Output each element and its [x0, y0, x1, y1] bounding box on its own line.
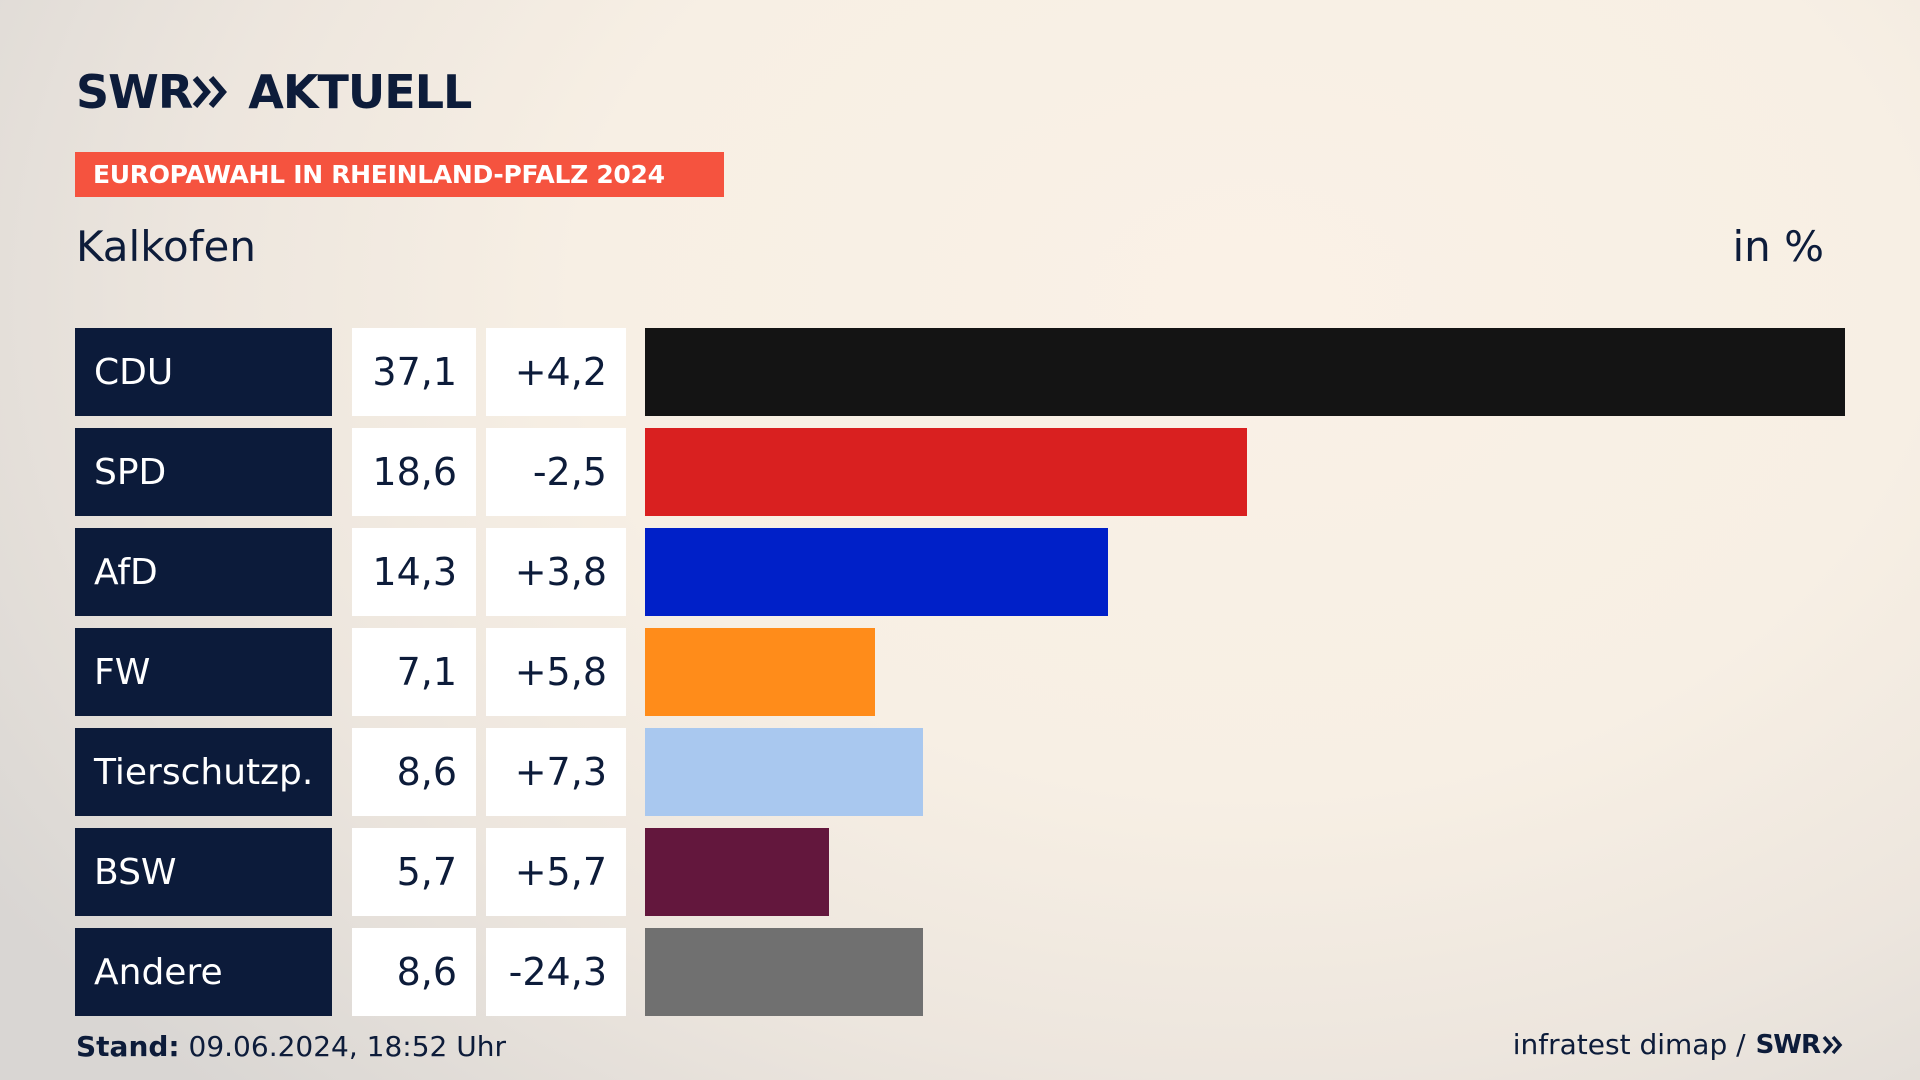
source-credit: infratest dimap / SWR: [1513, 1028, 1844, 1061]
vote-change: +3,8: [486, 528, 626, 616]
footer-chevrons-icon: [1822, 1035, 1844, 1055]
swr-aktuell-logo: SWR AKTUELL: [76, 65, 472, 119]
source-text: infratest dimap /: [1512, 1028, 1746, 1061]
party-label: FW: [75, 628, 332, 716]
logo-swr-text: SWR: [76, 65, 193, 119]
result-bar: [645, 528, 1108, 616]
result-row: BSW 5,7 +5,7: [75, 828, 1845, 916]
result-row: Andere 8,6 -24,3: [75, 928, 1845, 1016]
vote-share: 18,6: [352, 428, 476, 516]
vote-share: 8,6: [352, 728, 476, 816]
stand-label: Stand:: [76, 1030, 180, 1063]
result-bar: [645, 828, 829, 916]
timestamp: Stand: 09.06.2024, 18:52 Uhr: [76, 1030, 506, 1063]
result-bar: [645, 428, 1247, 516]
result-row: AfD 14,3 +3,8: [75, 528, 1845, 616]
vote-share: 8,6: [352, 928, 476, 1016]
vote-share: 14,3: [352, 528, 476, 616]
result-row: SPD 18,6 -2,5: [75, 428, 1845, 516]
footer-swr-logo: SWR: [1755, 1029, 1821, 1060]
result-bar: [645, 628, 875, 716]
result-bar: [645, 328, 1845, 416]
vote-share: 7,1: [352, 628, 476, 716]
vote-change: +4,2: [486, 328, 626, 416]
stand-value: 09.06.2024, 18:52 Uhr: [188, 1030, 506, 1063]
vote-share: 5,7: [352, 828, 476, 916]
vote-change: -24,3: [486, 928, 626, 1016]
party-label: Tierschutzp.: [75, 728, 332, 816]
party-label: AfD: [75, 528, 332, 616]
footer-swr-text: SWR: [1755, 1029, 1821, 1060]
party-label: CDU: [75, 328, 332, 416]
party-label: SPD: [75, 428, 332, 516]
place-title: Kalkofen: [76, 222, 256, 271]
result-row: FW 7,1 +5,8: [75, 628, 1845, 716]
unit-label: in %: [1732, 222, 1824, 271]
election-banner: EUROPAWAHL IN RHEINLAND-PFALZ 2024: [75, 152, 724, 197]
vote-change: +5,8: [486, 628, 626, 716]
party-label: Andere: [75, 928, 332, 1016]
vote-share: 37,1: [352, 328, 476, 416]
vote-change: +7,3: [486, 728, 626, 816]
logo-aktuell-text: AKTUELL: [248, 65, 472, 119]
result-bar: [645, 728, 923, 816]
party-label: BSW: [75, 828, 332, 916]
result-row: CDU 37,1 +4,2: [75, 328, 1845, 416]
chevrons-icon: [192, 75, 232, 109]
vote-change: +5,7: [486, 828, 626, 916]
result-row: Tierschutzp. 8,6 +7,3: [75, 728, 1845, 816]
vote-change: -2,5: [486, 428, 626, 516]
result-bar: [645, 928, 923, 1016]
